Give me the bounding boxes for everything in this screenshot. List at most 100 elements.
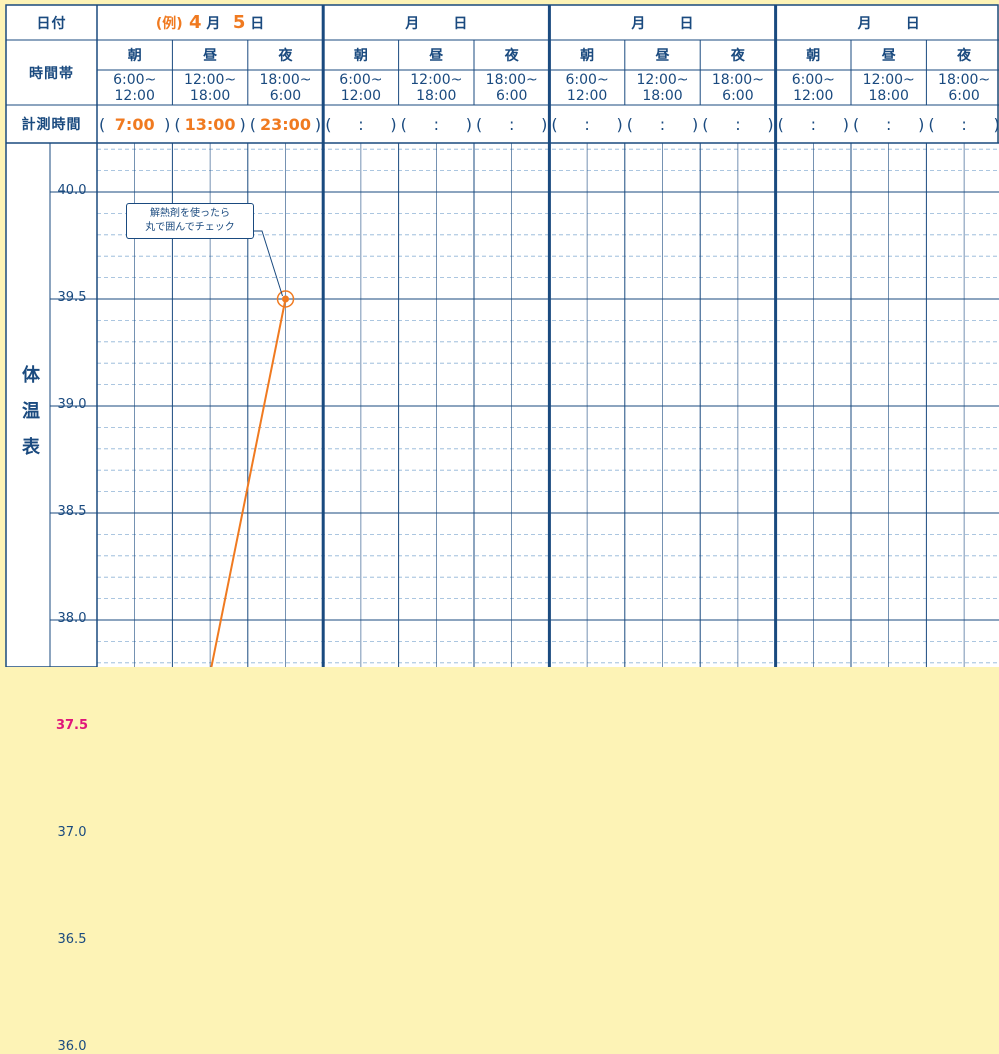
y-tick-label: 38.5 [57, 504, 87, 519]
slot-time-range: 6:00~ 12:00 [97, 70, 172, 105]
date-cell: 月 日 [323, 5, 549, 40]
slot-time-end: 18:00 [868, 87, 909, 104]
measure-open-bracket: ( [702, 114, 709, 134]
y-tick-label: 38.0 [57, 611, 87, 626]
slot-time-range: 6:00~ 12:00 [776, 70, 851, 105]
slot-time-range: 12:00~ 18:00 [851, 70, 926, 105]
slot-time-end: 6:00 [948, 87, 980, 104]
example-day: 5 [220, 12, 246, 33]
measure-close-bracket: ) [918, 114, 925, 134]
slot-name: 朝 [353, 48, 368, 64]
measure-time-cell: (:) [851, 105, 926, 143]
measure-open-bracket: ( [626, 114, 634, 134]
measure-time-blank: : [659, 114, 666, 134]
slot-name: 夜 [957, 48, 972, 64]
slot-name: 昼 [429, 48, 444, 64]
measure-time-cell: (:) [700, 105, 775, 143]
measure-time-cell: (7:00) [97, 105, 172, 143]
measure-time-cell: (13:00) [172, 105, 247, 143]
slot-name: 夜 [278, 48, 293, 64]
measure-close-bracket: ) [314, 114, 322, 134]
measure-close-bracket: ) [691, 114, 699, 134]
day-unit: 日 [871, 15, 920, 32]
slot-time-start: 18:00~ [259, 71, 312, 88]
measure-close-bracket: ) [465, 114, 472, 134]
slot-time-start: 18:00~ [711, 71, 764, 88]
slot-time-end: 12:00 [566, 87, 608, 104]
measure-open-bracket: ( [551, 114, 558, 134]
measure-close-bracket: ) [541, 114, 548, 134]
measure-time-cell: (:) [776, 105, 851, 143]
measure-time-cell: (:) [926, 105, 999, 143]
slot-time-range: 12:00~ 18:00 [399, 70, 474, 105]
y-tick-label: 40.0 [57, 183, 87, 198]
measure-close-bracket: ) [994, 115, 999, 134]
slot-name: 昼 [881, 48, 896, 64]
example-month: 4 [182, 12, 202, 33]
medication-callout: 解熱剤を使ったら 丸で囲んでチェック [126, 203, 254, 239]
slot-time-range: 18:00~ 6:00 [248, 70, 323, 105]
measure-time-blank: : [735, 114, 741, 134]
measure-time-blank: : [584, 114, 590, 134]
y-tick-label: 36.0 [57, 1039, 87, 1054]
slot-time-start: 6:00~ [791, 71, 835, 88]
measure-time-cell: (:) [323, 105, 398, 143]
slot-time-end: 18:00 [189, 87, 231, 104]
slot-time-start: 18:00~ [485, 71, 538, 88]
slot-name: 朝 [580, 48, 595, 64]
slot-time-start: 6:00~ [565, 71, 609, 88]
slot-time-start: 12:00~ [410, 71, 463, 88]
slot-time-range: 18:00~ 6:00 [474, 70, 549, 105]
measure-time-value: 13:00 [184, 114, 236, 134]
measure-open-bracket: ( [400, 114, 407, 134]
slot-time-start: 18:00~ [938, 71, 991, 88]
date-cell: 月 日 [776, 5, 999, 40]
y-tick-label: 39.5 [57, 290, 87, 305]
date-label: 日付 [36, 15, 67, 32]
slot-time-end: 18:00 [416, 87, 457, 104]
measure-open-bracket: ( [853, 114, 860, 134]
measure-time-value: 7:00 [114, 114, 155, 134]
measure-time-blank: : [886, 114, 892, 134]
month-unit: 月 [201, 15, 221, 32]
month-unit: 月 [405, 15, 420, 32]
y-tick-label: 37.5 [55, 718, 89, 733]
slot-time-range: 18:00~ 6:00 [926, 70, 999, 105]
y-tick-label: 37.0 [57, 825, 87, 840]
y-tick-label: 39.0 [57, 397, 87, 412]
slot-time-start: 6:00~ [339, 71, 383, 88]
y-axis-label: 体温表 [14, 358, 48, 466]
slot-name: 朝 [806, 48, 821, 64]
measure-close-bracket: ) [164, 114, 171, 134]
date-cell: 月 日 [549, 5, 775, 40]
measure-time-cell: (:) [399, 105, 474, 143]
slot-time-range: 6:00~ 12:00 [549, 70, 624, 105]
callout-line: 解熱剤を使ったら [150, 208, 230, 219]
slot-time-range: 12:00~ 18:00 [172, 70, 247, 105]
slot-name: 夜 [730, 48, 745, 64]
time-band-label: 時間帯 [29, 65, 74, 82]
measure-close-bracket: ) [239, 114, 246, 134]
month-unit: 月 [631, 15, 646, 32]
slot-time-start: 12:00~ [862, 71, 915, 88]
callout-pointer [250, 230, 283, 297]
measure-time-cell: (:) [625, 105, 700, 143]
measure-open-bracket: ( [476, 114, 483, 134]
slot-time-end: 12:00 [340, 87, 382, 104]
example-prefix: (例) [155, 15, 183, 32]
slot-time-end: 18:00 [642, 87, 683, 104]
slot-time-end: 6:00 [495, 87, 528, 104]
callout-line: 丸で囲んでチェック [145, 222, 235, 233]
y-axis-label-char: 温 [22, 401, 40, 422]
y-axis-label-char: 体 [22, 365, 40, 386]
measure-time-cell: (23:00) [248, 105, 323, 143]
measure-time-label: 計測時間 [21, 117, 82, 133]
day-unit: 日 [245, 15, 265, 32]
slot-name: 昼 [203, 48, 218, 64]
measure-open-bracket: ( [325, 114, 332, 134]
day-unit: 日 [419, 15, 468, 32]
slot-time-range: 18:00~ 6:00 [700, 70, 775, 105]
slot-time-range: 12:00~ 18:00 [625, 70, 700, 105]
slot-name: 昼 [655, 48, 670, 64]
month-unit: 月 [857, 15, 872, 32]
